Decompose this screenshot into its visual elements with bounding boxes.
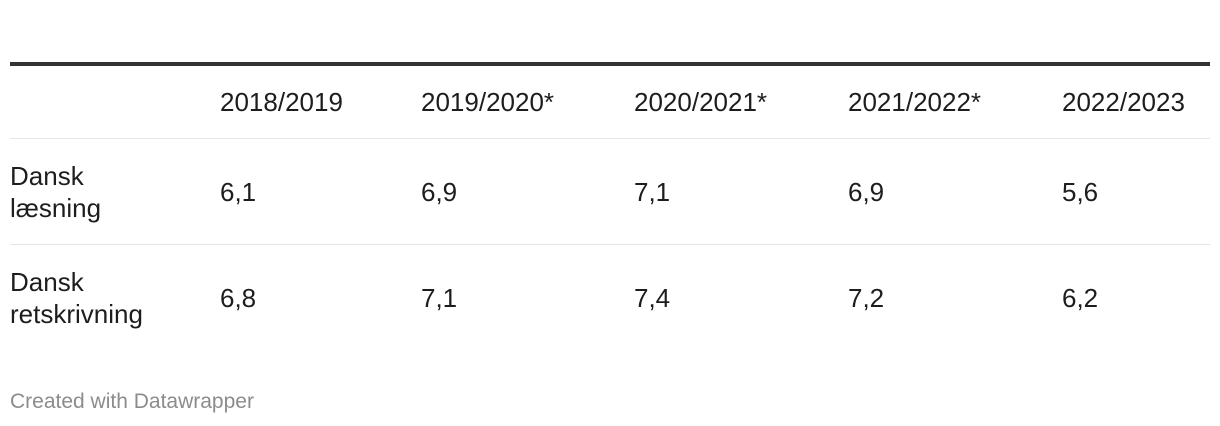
value-cell: 6,8 — [220, 282, 257, 313]
value-cell: 7,1 — [421, 282, 458, 313]
header-cell-2018-2019: 2018/2019 — [220, 66, 421, 139]
row-label-line: læsning — [10, 192, 102, 223]
value-cell: 7,2 — [848, 282, 885, 313]
data-table: 2018/2019 2019/2020* 2020/2021* 2021/202… — [10, 66, 1210, 350]
value-cell: 6,1 — [220, 138, 421, 245]
value-cell: 7,4 — [634, 282, 671, 313]
data-table-container: 2018/2019 2019/2020* 2020/2021* 2021/202… — [10, 62, 1210, 350]
value-cell: 7,1 — [634, 138, 848, 245]
row-label-line: Dansk — [10, 266, 84, 297]
header-cell-2021-2022: 2021/2022* — [848, 66, 1062, 139]
row-label-line: Dansk — [10, 160, 84, 191]
row-label-line: retskrivning — [10, 298, 143, 329]
row-label: Dansk læsning — [10, 160, 160, 224]
value-cell: 5,6 — [1062, 138, 1210, 245]
header-row: 2018/2019 2019/2020* 2020/2021* 2021/202… — [10, 66, 1210, 139]
table-row: Dansk retskrivning 6,8 7,1 7,4 7,2 6,2 — [10, 245, 1210, 351]
row-label-cell: Dansk læsning — [10, 138, 220, 245]
value-cell: 6,9 — [848, 138, 1062, 245]
header-cell-2019-2020: 2019/2020* — [421, 66, 634, 139]
value-cell: 6,9 — [421, 138, 634, 245]
row-label: Dansk retskrivning — [10, 266, 160, 330]
row-label-cell: Dansk retskrivning — [10, 245, 220, 351]
table-row: Dansk læsning 6,1 6,9 7,1 6,9 5,6 — [10, 138, 1210, 245]
value-cell: 6,2 — [1062, 282, 1099, 313]
header-cell-2022-2023: 2022/2023 — [1062, 66, 1210, 139]
datawrapper-credit: Created with Datawrapper — [10, 390, 254, 413]
header-cell-2020-2021: 2020/2021* — [634, 66, 848, 139]
header-cell-label — [10, 66, 220, 139]
table-top-rule — [10, 62, 1210, 66]
